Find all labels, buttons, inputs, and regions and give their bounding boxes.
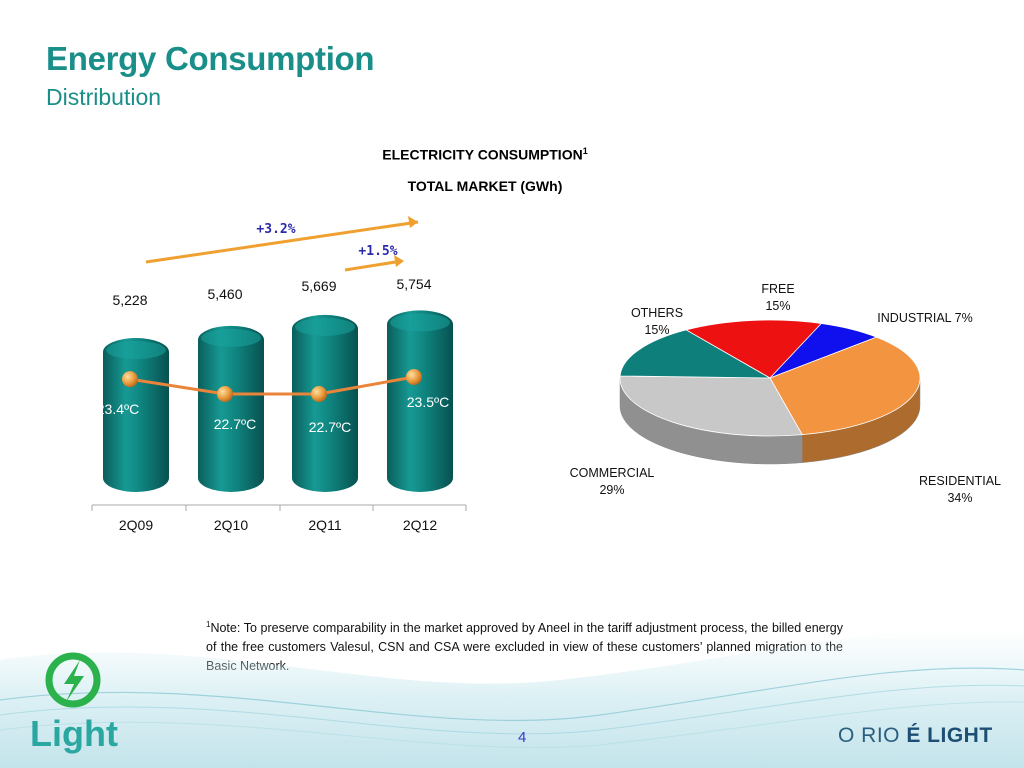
lightning-icon <box>64 660 84 702</box>
bar-2Q11 <box>292 314 358 492</box>
temperature-point <box>122 371 138 388</box>
bar-top-highlight <box>295 317 355 336</box>
slogan: O RIO É LIGHT <box>838 724 993 748</box>
temperature-label: 22.7ºC <box>214 416 256 432</box>
bar-chart: 5,228 5,460 5,669 5,754 23.4ºC 22.7ºC 22.7ºC 23… <box>91 216 467 533</box>
pie-slice-residential <box>769 336 921 436</box>
bar-value-label: 5,228 <box>112 292 147 308</box>
chart-heading-2: TOTAL MARKET (GWh) <box>407 178 563 194</box>
temperature-label: 23.5ºC <box>407 394 449 410</box>
pie-slice-free <box>685 319 823 379</box>
growth-annotation: +1.5% <box>358 244 397 259</box>
arrow-head-icon <box>408 216 418 228</box>
pie-label: FREE <box>761 282 794 296</box>
temperature-label: 22.7ºC <box>309 419 351 435</box>
pie-label: COMMERCIAL <box>570 466 655 480</box>
page-title: Energy Consumption <box>46 40 375 77</box>
bar-top-highlight <box>106 341 166 360</box>
pie-value-label: 15% <box>644 323 669 337</box>
bar-2Q12 <box>387 310 453 492</box>
page-subtitle: Distribution <box>46 84 162 110</box>
pie-label: RESIDENTIAL <box>919 474 1001 488</box>
pie-value-label: 29% <box>599 483 624 497</box>
temperature-line <box>129 375 415 396</box>
pie-value-label: 34% <box>947 491 972 505</box>
temperature-point <box>311 386 327 402</box>
temperature-point <box>217 386 233 402</box>
arrow-head-icon <box>394 255 404 267</box>
bar-value-label: 5,460 <box>207 286 242 302</box>
bar-2Q10 <box>198 325 264 492</box>
growth-arrow-line <box>344 259 403 272</box>
footnote-sup: 1 <box>206 620 211 629</box>
pie-value-label: 15% <box>765 299 790 313</box>
bar-top-highlight <box>201 328 261 347</box>
bar-top-highlight <box>390 313 450 332</box>
slogan-bold: É LIGHT <box>906 724 993 747</box>
x-tick-label: 2Q10 <box>214 517 248 533</box>
chart-heading-1-text: ELECTRICITY CONSUMPTION <box>382 146 583 163</box>
bar-value-label: 5,669 <box>301 278 336 294</box>
x-tick-label: 2Q12 <box>403 517 437 533</box>
pie-chart: FREE 15% INDUSTRIAL 7% RESIDENTIAL 34% COMMER… <box>570 282 1001 505</box>
growth-annotation: +3.2% <box>256 222 295 237</box>
pie-slice-commercial <box>619 375 803 437</box>
light-logo: Light <box>30 652 118 754</box>
chart-heading-1-sup: 1 <box>582 146 588 156</box>
logo-text: Light <box>30 713 118 754</box>
slogan-prefix: O RIO <box>838 724 907 747</box>
bar-value-label: 5,754 <box>396 276 431 292</box>
bar-2Q09 <box>103 338 169 492</box>
growth-arrow-line <box>145 220 419 264</box>
chart-heading-1: ELECTRICITY CONSUMPTION1 <box>300 146 670 163</box>
x-tick-label: 2Q11 <box>308 517 341 533</box>
x-tick-label: 2Q09 <box>119 517 153 533</box>
pie-label: OTHERS <box>631 306 683 320</box>
pie-label: INDUSTRIAL 7% <box>877 311 972 325</box>
temperature-label: 23.4ºC <box>97 401 139 417</box>
logo-ring-icon <box>45 652 101 708</box>
decorative-wave <box>0 628 1024 768</box>
temperature-point <box>406 369 422 385</box>
pie-slice-others <box>619 329 772 379</box>
page-number: 4 <box>518 729 527 746</box>
